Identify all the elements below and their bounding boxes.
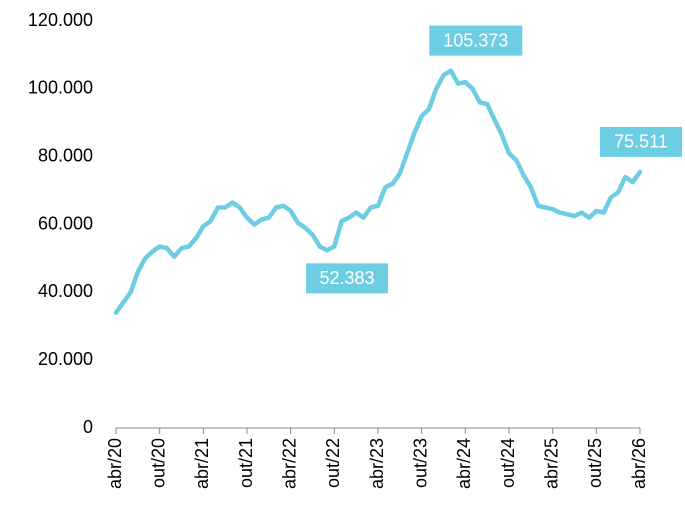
x-tick-label: out/21 xyxy=(236,438,256,488)
x-tick-label: out/25 xyxy=(585,438,605,488)
x-tick-label: out/23 xyxy=(410,438,430,488)
y-tick-label: 0 xyxy=(83,417,93,437)
value-label: 75.511 xyxy=(614,132,668,152)
x-tick-label: abr/25 xyxy=(541,438,561,489)
x-tick-label: out/22 xyxy=(323,438,343,488)
x-tick-label: out/24 xyxy=(498,438,518,488)
y-tick-label: 20.000 xyxy=(38,349,93,369)
value-label: 105.373 xyxy=(443,30,508,50)
value-label-box xyxy=(600,126,682,157)
y-tick-label: 80.000 xyxy=(38,145,93,165)
x-tick-label: abr/22 xyxy=(279,438,299,489)
x-tick-label: abr/20 xyxy=(105,438,125,489)
line-series xyxy=(113,68,643,315)
value-label-box xyxy=(429,25,523,56)
x-tick-label: abr/21 xyxy=(192,438,212,489)
value-label-box xyxy=(306,263,389,294)
y-tick-label: 60.000 xyxy=(38,213,93,233)
x-tick-label: abr/24 xyxy=(454,438,474,489)
x-tick-label: abr/23 xyxy=(367,438,387,489)
value-label: 52.383 xyxy=(320,268,375,288)
y-tick-label: 40.000 xyxy=(38,281,93,301)
y-tick-label: 100.000 xyxy=(28,78,93,98)
x-tick-label: abr/26 xyxy=(629,438,649,489)
y-tick-label: 120.000 xyxy=(28,10,93,30)
x-tick-label: out/20 xyxy=(148,438,168,488)
